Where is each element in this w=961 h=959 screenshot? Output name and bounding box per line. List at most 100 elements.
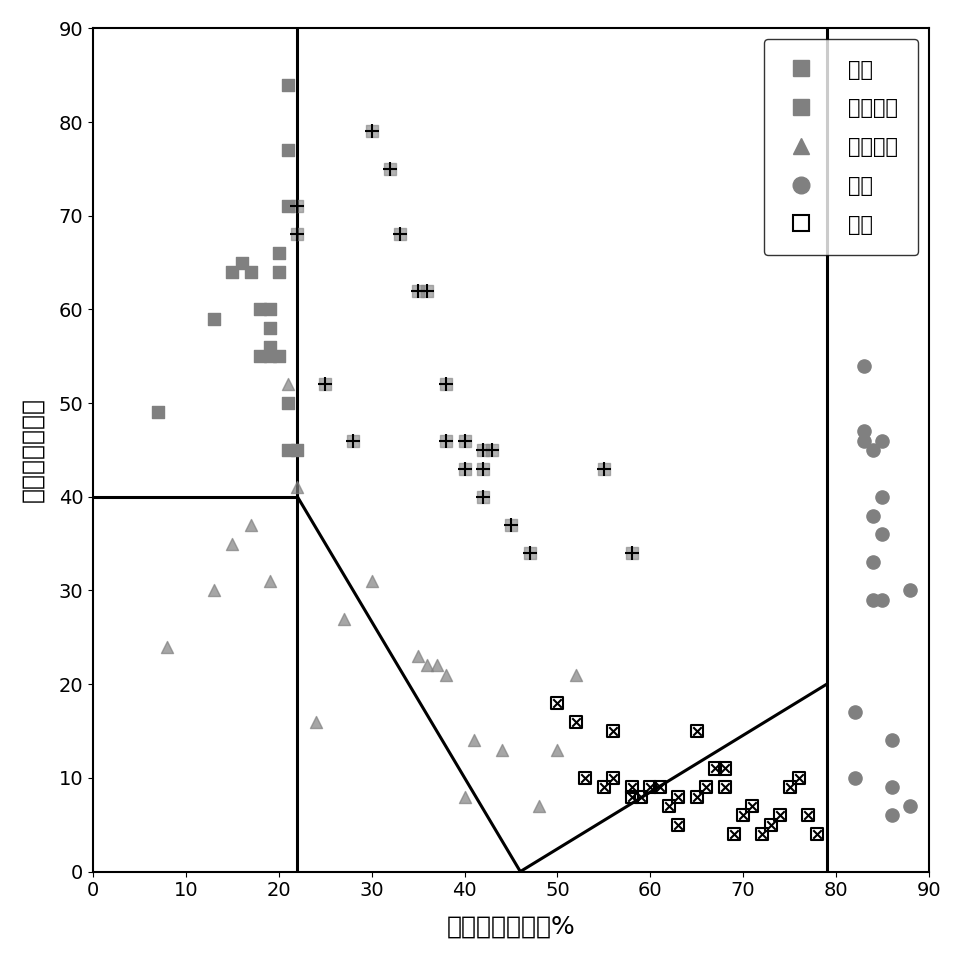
Point bbox=[289, 226, 305, 242]
Point bbox=[596, 780, 611, 795]
Point bbox=[419, 283, 434, 298]
Point bbox=[753, 827, 769, 842]
Point bbox=[809, 827, 825, 842]
Point bbox=[363, 124, 379, 139]
Point bbox=[494, 742, 509, 758]
Point bbox=[604, 770, 620, 785]
Point bbox=[772, 807, 787, 823]
Point bbox=[688, 789, 703, 805]
Point bbox=[762, 817, 777, 832]
Point bbox=[271, 348, 286, 363]
Point bbox=[382, 161, 398, 176]
Point bbox=[660, 798, 676, 813]
Point bbox=[855, 358, 871, 373]
Point bbox=[456, 461, 472, 477]
Point bbox=[735, 807, 751, 823]
Point bbox=[846, 705, 861, 720]
Point bbox=[726, 827, 741, 842]
Point bbox=[281, 143, 296, 158]
Point bbox=[577, 770, 592, 785]
Point bbox=[484, 442, 500, 457]
Point bbox=[855, 433, 871, 448]
Point bbox=[345, 433, 360, 448]
Point bbox=[503, 517, 518, 532]
Point bbox=[716, 760, 731, 776]
Point bbox=[883, 733, 899, 748]
Point bbox=[391, 226, 407, 242]
X-axis label: 束缚水饱和度，%: 束缚水饱和度，% bbox=[446, 914, 575, 938]
Point bbox=[438, 377, 454, 392]
Point bbox=[484, 442, 500, 457]
Point bbox=[604, 723, 620, 738]
Point bbox=[624, 546, 639, 561]
Point bbox=[549, 742, 564, 758]
Point bbox=[670, 789, 685, 805]
Point bbox=[410, 283, 426, 298]
Point bbox=[874, 433, 889, 448]
Point bbox=[289, 442, 305, 457]
Point bbox=[281, 442, 296, 457]
Point bbox=[281, 395, 296, 410]
Point bbox=[530, 798, 546, 813]
Point bbox=[466, 733, 481, 748]
Point bbox=[652, 780, 667, 795]
Point bbox=[744, 798, 759, 813]
Point bbox=[225, 265, 240, 280]
Point bbox=[883, 807, 899, 823]
Point bbox=[624, 789, 639, 805]
Point bbox=[289, 199, 305, 214]
Point bbox=[642, 780, 657, 795]
Point bbox=[549, 695, 564, 711]
Point bbox=[456, 461, 472, 477]
Point bbox=[438, 433, 454, 448]
Point bbox=[660, 798, 676, 813]
Point bbox=[391, 226, 407, 242]
Point bbox=[419, 658, 434, 673]
Point bbox=[707, 760, 723, 776]
Point bbox=[456, 433, 472, 448]
Point bbox=[475, 461, 490, 477]
Point bbox=[744, 798, 759, 813]
Point bbox=[281, 199, 296, 214]
Point bbox=[317, 377, 333, 392]
Point bbox=[438, 667, 454, 683]
Point bbox=[596, 780, 611, 795]
Point bbox=[762, 817, 777, 832]
Point bbox=[698, 780, 713, 795]
Point bbox=[688, 723, 703, 738]
Point bbox=[261, 348, 277, 363]
Point bbox=[688, 789, 703, 805]
Point bbox=[206, 311, 221, 326]
Point bbox=[753, 827, 769, 842]
Point bbox=[855, 424, 871, 439]
Point bbox=[243, 265, 259, 280]
Point bbox=[865, 554, 880, 570]
Point bbox=[874, 592, 889, 607]
Point bbox=[225, 536, 240, 551]
Point bbox=[809, 827, 825, 842]
Point bbox=[624, 780, 639, 795]
Point bbox=[281, 377, 296, 392]
Point bbox=[253, 302, 268, 317]
Point bbox=[596, 461, 611, 477]
Point bbox=[901, 798, 917, 813]
Point bbox=[503, 517, 518, 532]
Point bbox=[632, 789, 648, 805]
Point bbox=[410, 648, 426, 664]
Point bbox=[781, 780, 797, 795]
Point bbox=[624, 789, 639, 805]
Point bbox=[289, 199, 305, 214]
Point bbox=[781, 780, 797, 795]
Point bbox=[522, 546, 537, 561]
Point bbox=[549, 695, 564, 711]
Point bbox=[456, 789, 472, 805]
Point bbox=[735, 807, 751, 823]
Point bbox=[253, 348, 268, 363]
Point bbox=[846, 770, 861, 785]
Point bbox=[901, 583, 917, 598]
Point bbox=[363, 124, 379, 139]
Point bbox=[475, 489, 490, 504]
Point bbox=[874, 526, 889, 542]
Point bbox=[716, 780, 731, 795]
Point bbox=[865, 592, 880, 607]
